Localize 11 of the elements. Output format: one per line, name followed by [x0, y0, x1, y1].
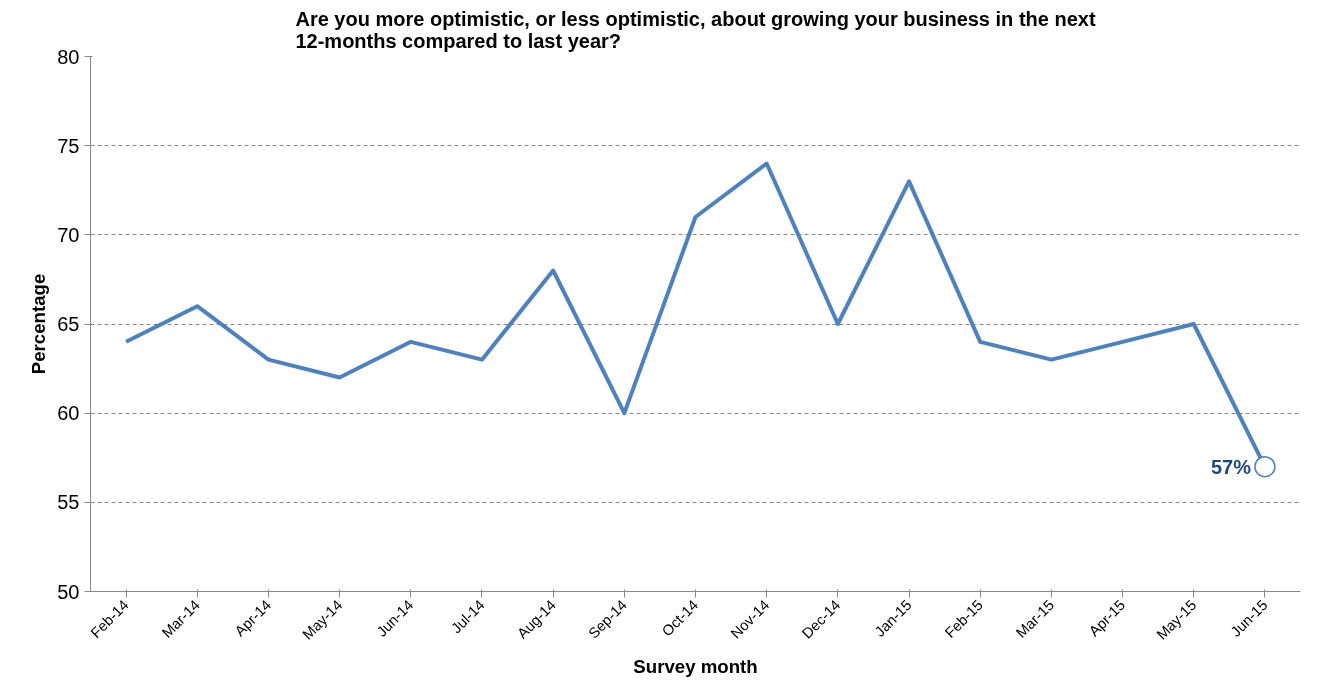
x-axis-title: Survey month [633, 656, 758, 678]
y-tick-label: 70 [57, 223, 80, 246]
y-tick-label: 65 [57, 313, 80, 335]
y-tick-label: 50 [57, 580, 80, 603]
chart-title: Are you more optimistic, or less optimistic, about growing your business in the next 12-months compared to last year? [295, 7, 1096, 52]
y-tick-label: 55 [57, 491, 80, 514]
y-tick-label: 75 [57, 134, 80, 157]
data-label: 57% [1210, 455, 1252, 478]
y-tick-label: 60 [57, 402, 80, 425]
y-tick-label: 80 [57, 45, 80, 68]
y-axis-title: Percentage [28, 273, 50, 375]
